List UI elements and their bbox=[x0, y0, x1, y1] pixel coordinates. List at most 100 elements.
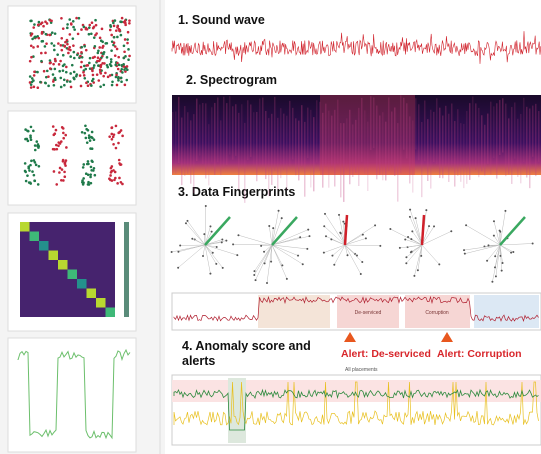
scatter-dot bbox=[60, 49, 63, 52]
spec-column bbox=[340, 123, 342, 197]
matrix-cell bbox=[20, 222, 30, 232]
scatter-dot bbox=[43, 70, 46, 73]
scatter-dot bbox=[31, 33, 34, 36]
fingerprint-dot bbox=[268, 225, 270, 227]
scatter-dot bbox=[116, 182, 119, 185]
fingerprint-dot bbox=[532, 243, 534, 245]
scatter-dot bbox=[29, 60, 32, 63]
scatter-dot bbox=[112, 143, 115, 146]
scatter-dot bbox=[81, 131, 84, 134]
spec-column bbox=[277, 118, 279, 189]
fingerprint-dot bbox=[266, 282, 268, 284]
matrix-cell bbox=[87, 270, 97, 280]
scatter-dot bbox=[118, 177, 121, 180]
scatter-dot bbox=[69, 33, 72, 36]
matrix-cell bbox=[77, 251, 87, 261]
fingerprint-dot bbox=[237, 234, 239, 236]
scatter-dot bbox=[114, 64, 117, 67]
scatter-dot bbox=[96, 73, 99, 76]
scatter-dot bbox=[63, 175, 66, 178]
spec-column bbox=[328, 111, 330, 188]
spec-column bbox=[469, 103, 471, 180]
scatter-dot bbox=[69, 80, 72, 83]
scatter-dot bbox=[33, 70, 36, 73]
matrix-cell bbox=[96, 279, 106, 289]
spec-column bbox=[376, 106, 378, 180]
matrix-cell bbox=[106, 270, 116, 280]
matrix-cell bbox=[58, 251, 68, 261]
scatter-dot bbox=[83, 45, 86, 48]
scatter-dot bbox=[124, 19, 127, 22]
scatter-dot bbox=[91, 147, 94, 150]
fingerprint-dot bbox=[306, 248, 308, 250]
spec-column bbox=[394, 107, 396, 175]
spec-column bbox=[229, 96, 231, 154]
scatter-dot bbox=[37, 23, 40, 26]
spec-column bbox=[241, 104, 243, 167]
spec-column bbox=[193, 114, 195, 193]
spec-column bbox=[496, 103, 498, 178]
spec-column bbox=[421, 122, 423, 197]
scatter-dot bbox=[30, 44, 33, 47]
fingerprint-dot bbox=[464, 253, 466, 255]
scatter-dot bbox=[99, 85, 102, 88]
matrix-cell bbox=[39, 289, 49, 299]
scatter-dot bbox=[82, 163, 85, 166]
fingerprint-dot bbox=[433, 225, 435, 227]
scatter-dot bbox=[80, 85, 83, 88]
fingerprint-dot bbox=[297, 255, 299, 257]
scatter-dot bbox=[58, 70, 61, 73]
scatter-dot bbox=[44, 82, 47, 85]
scatter-dot bbox=[36, 86, 39, 89]
scatter-dot bbox=[24, 138, 27, 141]
spec-column bbox=[271, 114, 273, 185]
scatter-dot bbox=[115, 29, 118, 32]
fingerprint-dot bbox=[202, 255, 204, 257]
scatter-dot bbox=[126, 68, 129, 71]
fingerprint-dot bbox=[463, 249, 465, 251]
scatter-dot bbox=[112, 136, 115, 139]
scatter-dot bbox=[68, 18, 71, 21]
fingerprint-dot bbox=[185, 222, 187, 224]
scatter-dot bbox=[66, 27, 69, 30]
matrix-cell bbox=[77, 298, 87, 308]
scatter-dot bbox=[102, 75, 105, 78]
matrix-cell bbox=[49, 279, 59, 289]
spec-column bbox=[457, 109, 459, 176]
scatter-dot bbox=[45, 33, 48, 36]
scatter-dot bbox=[77, 33, 80, 36]
fingerprint-dot bbox=[361, 261, 363, 263]
scatter-dot bbox=[120, 80, 123, 83]
fingerprint-dot bbox=[409, 216, 411, 218]
matrix-cell bbox=[20, 298, 30, 308]
scatter-dot bbox=[91, 21, 94, 24]
spec-column bbox=[199, 104, 201, 155]
scatter-dot bbox=[84, 124, 87, 127]
matrix-cell bbox=[58, 260, 68, 270]
matrix-cell bbox=[87, 260, 97, 270]
scatter-dot bbox=[103, 84, 106, 87]
scatter-dot bbox=[117, 76, 120, 79]
matrix-cell bbox=[58, 270, 68, 280]
scatter-dot bbox=[89, 173, 92, 176]
scatter-dot bbox=[73, 78, 76, 81]
scatter-dot bbox=[127, 58, 130, 61]
strip-label: De-serviced bbox=[355, 310, 382, 316]
spec-column bbox=[244, 123, 246, 203]
fingerprint-dot bbox=[330, 238, 332, 240]
matrix-cell bbox=[20, 232, 30, 242]
scatter-dot bbox=[110, 34, 113, 37]
chart-caption: All placements bbox=[345, 367, 378, 373]
fingerprint-dot bbox=[486, 260, 488, 262]
spec-column bbox=[196, 99, 198, 161]
spec-column bbox=[451, 103, 453, 167]
spec-column bbox=[205, 103, 207, 178]
scatter-dot bbox=[80, 51, 83, 54]
spec-column bbox=[439, 108, 441, 178]
fingerprint-dot bbox=[221, 241, 223, 243]
matrix-cell bbox=[58, 298, 68, 308]
scatter-dot bbox=[72, 37, 75, 40]
scatter-dot bbox=[59, 77, 62, 80]
matrix-cell bbox=[49, 241, 59, 251]
matrix-cell bbox=[39, 298, 49, 308]
